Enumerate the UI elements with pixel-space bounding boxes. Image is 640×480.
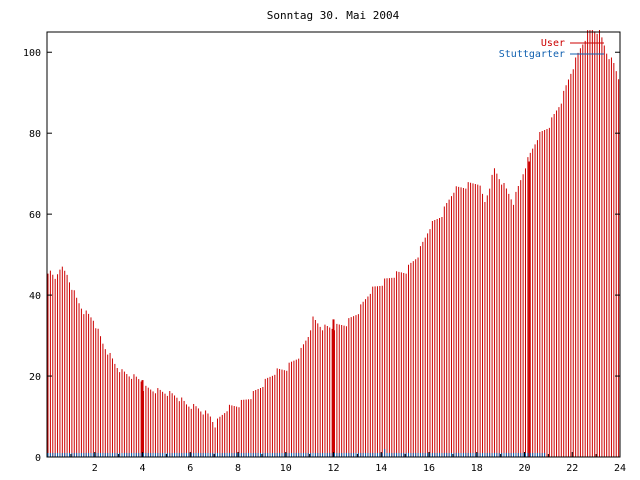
- x-tick-label: 22: [566, 463, 578, 474]
- legend: User Stuttgarter: [499, 38, 604, 60]
- x-tick-label: 24: [614, 463, 626, 474]
- x-tick-label: 2: [92, 463, 98, 474]
- y-tick-label: 80: [29, 129, 41, 140]
- x-tick-label: 20: [518, 463, 530, 474]
- y-tick-label: 100: [23, 48, 41, 59]
- y-tick-label: 60: [29, 210, 41, 221]
- x-tick-label: 18: [471, 463, 483, 474]
- y-tick-label: 0: [35, 453, 41, 464]
- legend-entry-user: User: [541, 38, 565, 49]
- x-tick-label: 4: [139, 463, 145, 474]
- x-tick-label: 6: [187, 463, 193, 474]
- x-tick-label: 8: [235, 463, 241, 474]
- bars-layer: [47, 30, 620, 457]
- x-tick-label: 16: [423, 463, 435, 474]
- y-tick-label: 20: [29, 372, 41, 383]
- x-tick-label: 12: [327, 463, 339, 474]
- y-tick-label: 40: [29, 291, 41, 302]
- x-tick-label: 10: [280, 463, 292, 474]
- x-tick-label: 14: [375, 463, 387, 474]
- legend-entry-stuttgarter: Stuttgarter: [499, 49, 565, 60]
- chart-title: Sonntag 30. Mai 2004: [267, 9, 400, 22]
